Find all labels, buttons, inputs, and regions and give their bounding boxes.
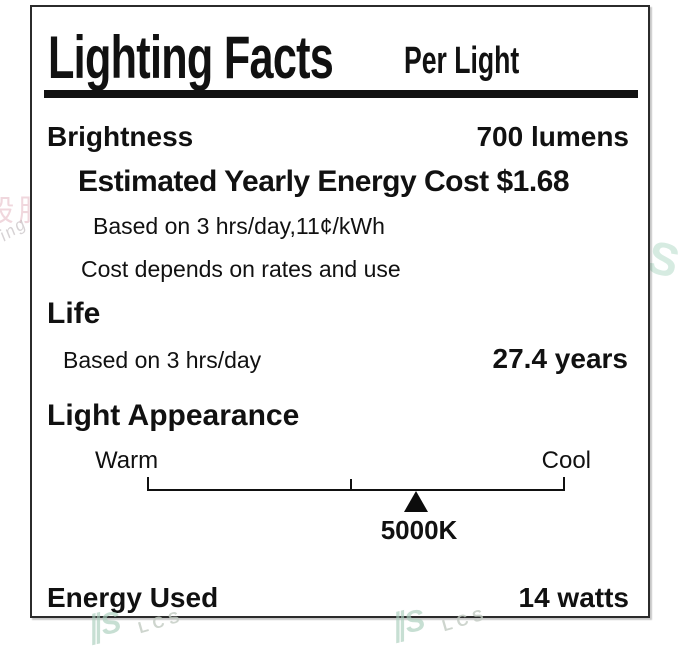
watermark-logo-icon: ∥S [386, 603, 429, 644]
watermark-logo-icon: ∥S [82, 605, 125, 646]
life-value: 27.4 years [492, 343, 628, 374]
life-basis: Based on 3 hrs/day [63, 347, 262, 373]
scale-tick-left [147, 477, 149, 491]
estimated-energy-cost: Estimated Yearly Energy Cost $1.68 [78, 165, 570, 198]
brightness-row: Brightness 700 lumens [47, 121, 629, 153]
lighting-facts-label: Lighting Facts Per Light Brightness 700 … [30, 5, 650, 618]
color-temperature-scale [147, 475, 565, 523]
cost-note: Cost depends on rates and use [81, 256, 401, 282]
energy-cost-basis: Based on 3 hrs/day,11¢/kWh [93, 213, 385, 239]
energy-used-label: Energy Used [47, 582, 219, 613]
label-title: Lighting Facts [48, 24, 334, 91]
scale-warm-label: Warm [95, 447, 159, 474]
watermark-bottom-right: ∥S LCS [387, 603, 560, 650]
scale-line [147, 489, 565, 491]
header-divider [44, 90, 638, 98]
energy-used-value: 14 watts [518, 582, 630, 613]
brightness-value: 700 lumens [476, 121, 629, 152]
scale-cool-label: Cool [541, 447, 591, 474]
scale-tick-right [563, 477, 565, 491]
watermark-bottom-left: ∥S LCS [83, 605, 256, 652]
life-row: Based on 3 hrs/day 27.4 years [63, 343, 628, 375]
scale-tick-middle [350, 479, 352, 491]
light-appearance-heading: Light Appearance [47, 399, 300, 432]
label-title-suffix: Per Light [404, 40, 520, 82]
temperature-marker-icon [404, 491, 428, 512]
watermark-lcs-text: LCS [136, 607, 187, 638]
life-heading: Life [47, 297, 101, 330]
energy-used-row: Energy Used 14 watts [47, 582, 629, 614]
temperature-value: 5000K [380, 515, 458, 545]
brightness-label: Brightness [47, 121, 194, 152]
watermark-lcs-text: LCS [440, 605, 491, 636]
